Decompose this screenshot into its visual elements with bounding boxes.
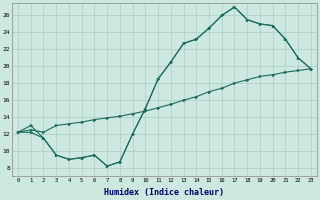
X-axis label: Humidex (Indice chaleur): Humidex (Indice chaleur) (104, 188, 224, 197)
